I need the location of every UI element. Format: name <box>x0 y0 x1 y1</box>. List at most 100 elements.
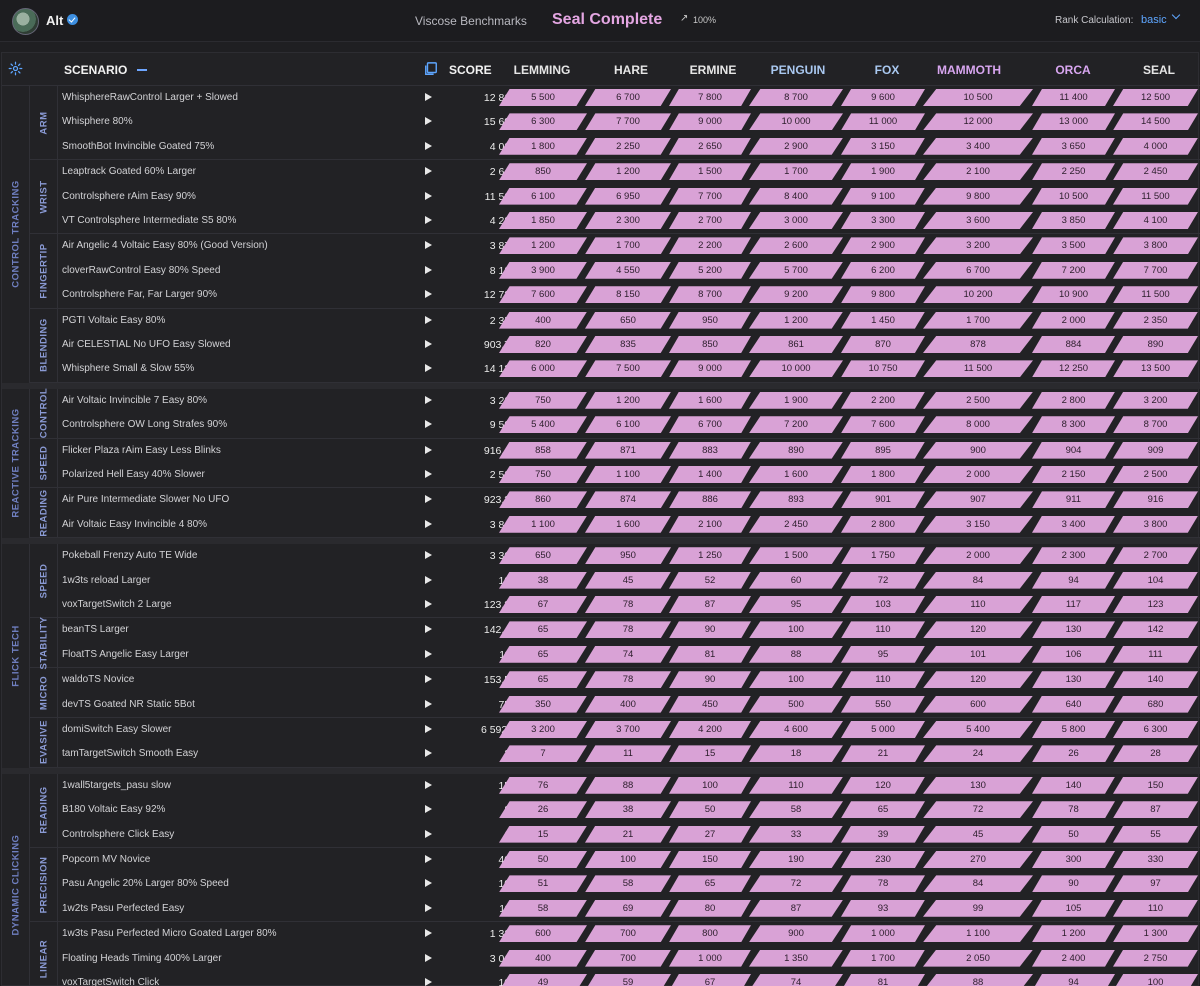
chevron-down-icon[interactable] <box>1171 10 1181 20</box>
threshold-value: 67 <box>537 598 549 610</box>
table-row: Floating Heads Timing 400% Larger 3 060 40… <box>58 947 1200 971</box>
scenario-name[interactable]: Air Angelic 4 Voltaic Easy 80% (Good Ver… <box>62 240 268 252</box>
play-icon[interactable] <box>425 903 432 912</box>
play-icon[interactable] <box>425 625 432 634</box>
play-icon[interactable] <box>425 805 432 814</box>
play-icon[interactable] <box>425 724 432 733</box>
play-icon[interactable] <box>425 420 432 429</box>
scenario-name[interactable]: PGTI Voltaic Easy 80% <box>62 314 166 326</box>
play-icon[interactable] <box>425 290 432 299</box>
scenario-name[interactable]: Floating Heads Timing 400% Larger <box>62 952 222 964</box>
scenario-name[interactable]: waldoTS Novice <box>62 674 135 686</box>
scenario-name[interactable]: SmoothBot Invincible Goated 75% <box>62 140 215 152</box>
play-icon[interactable] <box>425 469 432 478</box>
play-icon[interactable] <box>425 854 432 863</box>
scenario-name[interactable]: Polarized Hell Easy 40% Slower <box>62 468 205 480</box>
benchmark-name[interactable]: Viscose Benchmarks <box>415 14 527 28</box>
avatar[interactable] <box>12 8 39 35</box>
scenario-name[interactable]: 1w3ts reload Larger <box>62 574 151 586</box>
play-icon[interactable] <box>425 339 432 348</box>
scenario-column-header[interactable]: SCENARIO <box>64 63 128 77</box>
subcategory-block: EVASIVE domiSwitch Easy Slower 6 592,8 3 20… <box>30 717 1200 768</box>
scenario-name[interactable]: 1w2ts Pasu Perfected Easy <box>62 902 185 914</box>
play-icon[interactable] <box>425 977 432 986</box>
play-icon[interactable] <box>425 315 432 324</box>
play-icon[interactable] <box>425 599 432 608</box>
scenario-name[interactable]: domiSwitch Easy Slower <box>62 723 172 735</box>
threshold-value: 3 300 <box>871 214 895 226</box>
threshold-value: 900 <box>788 928 804 940</box>
play-icon[interactable] <box>425 780 432 789</box>
collapse-icon[interactable] <box>137 69 147 71</box>
scenario-name[interactable]: Leaptrack Goated 60% Larger <box>62 166 196 178</box>
rank-threshold-pill: 10 000 <box>749 360 843 378</box>
scenario-name[interactable]: 1wall5targets_pasu slow <box>62 779 171 791</box>
scenario-name[interactable]: Whisphere 80% <box>62 116 133 128</box>
play-icon[interactable] <box>425 141 432 150</box>
user-name[interactable]: Alt <box>46 13 64 28</box>
scenario-name[interactable]: Flicker Plaza rAim Easy Less Blinks <box>62 444 221 456</box>
copy-icon[interactable] <box>424 62 438 76</box>
scenario-name[interactable]: Whisphere Small & Slow 55% <box>62 363 195 375</box>
scenario-name[interactable]: WhisphereRawControl Larger + Slowed <box>62 92 238 103</box>
scenario-name[interactable]: Pokeball Frenzy Auto TE Wide <box>62 550 198 562</box>
scenario-name[interactable]: voxTargetSwitch 2 Large <box>62 598 172 610</box>
rank-threshold-pill: 2 200 <box>669 237 751 255</box>
threshold-value: 2 100 <box>698 518 722 530</box>
play-icon[interactable] <box>425 93 432 101</box>
scenario-name[interactable]: beanTS Larger <box>62 624 129 636</box>
scenario-name[interactable]: Air Pure Intermediate Slower No UFO <box>62 494 230 506</box>
table-row: Controlsphere Click Easy6915212733394550… <box>58 823 1200 847</box>
play-icon[interactable] <box>425 241 432 250</box>
rank-calculation-select[interactable]: basic <box>1141 14 1167 26</box>
rank-threshold-pill: 88 <box>585 776 671 794</box>
scenario-name[interactable]: Air CELESTIAL No UFO Easy Slowed <box>62 338 231 350</box>
play-icon[interactable] <box>425 575 432 584</box>
play-icon[interactable] <box>425 215 432 224</box>
threshold-value: 1 100 <box>966 928 990 940</box>
table-row: 1w2ts Pasu Perfected Easy 110 58 69 80 87 93 99… <box>58 897 1200 921</box>
rank-threshold-pill: 39 <box>841 825 925 843</box>
scenario-name[interactable]: Controlsphere Far, Far Larger 90% <box>62 289 218 301</box>
play-icon[interactable] <box>425 829 432 838</box>
scenario-name[interactable]: Pasu Angelic 20% Larger 80% Speed <box>62 878 229 890</box>
play-icon[interactable] <box>425 699 432 708</box>
scenario-name[interactable]: voxTargetSwitch Click <box>62 976 160 986</box>
scenario-name[interactable]: Popcorn MV Novice <box>62 853 151 865</box>
play-icon[interactable] <box>425 117 432 126</box>
scenario-name[interactable]: Air Voltaic Invincible 7 Easy 80% <box>62 394 208 406</box>
play-icon[interactable] <box>425 929 432 938</box>
scenario-name[interactable]: Controlsphere rAim Easy 90% <box>62 190 196 202</box>
play-icon[interactable] <box>425 649 432 658</box>
play-icon[interactable] <box>425 749 432 758</box>
scenario-name[interactable]: VT Controlsphere Intermediate S5 80% <box>62 214 237 226</box>
scenario-name[interactable]: tamTargetSwitch Smooth Easy <box>62 748 199 760</box>
scenario-name[interactable]: Controlsphere OW Long Strafes 90% <box>62 419 228 431</box>
gear-icon[interactable] <box>8 61 23 76</box>
play-icon[interactable] <box>425 953 432 962</box>
scenario-name[interactable]: cloverRawControl Easy 80% Speed <box>62 264 221 276</box>
scenario-name[interactable]: FloatTS Angelic Easy Larger <box>62 648 189 660</box>
threshold-value: 120 <box>970 624 986 636</box>
play-icon[interactable] <box>425 191 432 200</box>
play-icon[interactable] <box>425 551 432 560</box>
play-icon[interactable] <box>425 445 432 454</box>
play-icon[interactable] <box>425 675 432 684</box>
threshold-value: 400 <box>535 314 551 326</box>
rank-threshold-pill: 3 200 <box>923 237 1033 255</box>
scenario-name[interactable]: Air Voltaic Easy Invincible 4 80% <box>62 518 208 530</box>
score-column-header[interactable]: SCORE <box>449 63 492 77</box>
scenario-name[interactable]: 1w3ts Pasu Perfected Micro Goated Larger… <box>62 928 277 940</box>
play-icon[interactable] <box>425 167 432 176</box>
threshold-value: 88 <box>790 648 802 660</box>
play-icon[interactable] <box>425 265 432 274</box>
play-icon[interactable] <box>425 519 432 528</box>
rank-threshold-pill: 650 <box>499 547 587 565</box>
scenario-name[interactable]: Controlsphere Click Easy <box>62 828 175 840</box>
play-icon[interactable] <box>425 879 432 888</box>
play-icon[interactable] <box>425 364 432 373</box>
scenario-name[interactable]: B180 Voltaic Easy 92% <box>62 804 166 816</box>
play-icon[interactable] <box>425 495 432 504</box>
scenario-name[interactable]: devTS Goated NR Static 5Bot <box>62 698 195 710</box>
play-icon[interactable] <box>425 395 432 404</box>
